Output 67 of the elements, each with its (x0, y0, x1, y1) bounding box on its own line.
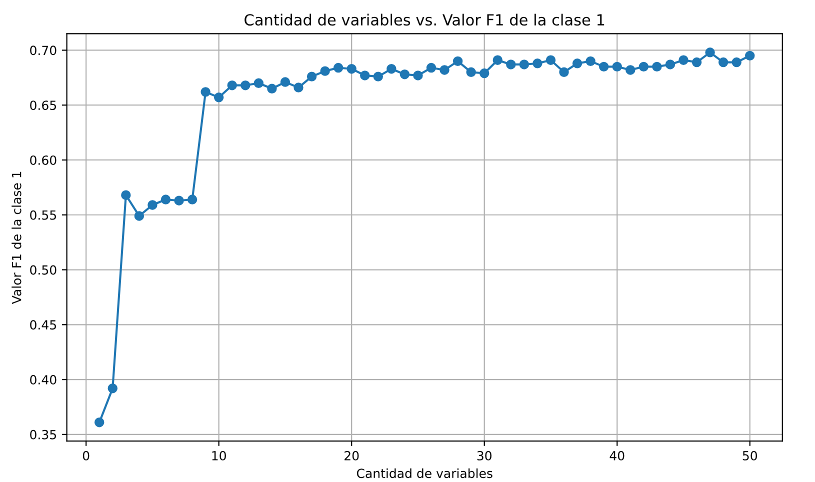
x-tick-label: 20 (344, 450, 359, 460)
point (214, 92, 224, 102)
point (148, 200, 158, 210)
y-tick-label: 0.55 (30, 210, 56, 220)
point (692, 57, 702, 68)
point (559, 67, 569, 78)
x-tick-label: 10 (212, 450, 226, 460)
point (638, 62, 649, 72)
point (519, 60, 530, 70)
y-tick-label: 0.45 (30, 320, 56, 330)
point (413, 70, 423, 80)
point (160, 194, 171, 204)
point (652, 62, 662, 72)
y-tick-label: 0.40 (30, 375, 56, 384)
point (452, 56, 463, 66)
point (386, 64, 396, 74)
point (373, 72, 384, 82)
x-tick-label: 50 (742, 450, 757, 460)
point (745, 50, 755, 61)
y-axis-title: Valor F1 de la clase 1 (12, 172, 22, 304)
point (94, 418, 104, 428)
point (333, 62, 344, 73)
point (174, 196, 184, 206)
point (187, 194, 198, 204)
point (294, 82, 304, 92)
point (400, 69, 410, 80)
point (732, 57, 742, 68)
chart-title: Cantidad de variables vs. Valor F1 de la clase 1 (244, 14, 604, 26)
point (280, 77, 290, 87)
point (705, 48, 715, 58)
point (466, 67, 476, 78)
point (134, 211, 144, 221)
point (306, 72, 317, 82)
y-tick-label: 0.35 (30, 430, 56, 440)
y-tick-label: 0.60 (30, 155, 56, 165)
point (227, 80, 237, 90)
point (440, 65, 450, 75)
y-tick-label: 0.65 (30, 100, 56, 110)
point (586, 56, 596, 66)
point (426, 62, 436, 73)
point (254, 78, 264, 88)
point (121, 190, 131, 200)
point (718, 57, 728, 68)
point (546, 55, 556, 65)
point (492, 55, 502, 65)
point (665, 60, 676, 70)
point (360, 70, 370, 80)
point (240, 80, 250, 90)
point (200, 87, 210, 97)
x-tick-label: 0 (82, 450, 90, 460)
point (612, 62, 622, 72)
point (626, 65, 636, 75)
point (346, 64, 356, 74)
y-tick-label: 0.50 (30, 265, 56, 275)
x-tick-label: 30 (477, 450, 492, 460)
point (598, 62, 609, 72)
point (506, 60, 516, 70)
point (532, 58, 542, 68)
point (320, 66, 330, 76)
x-axis-title: Cantidad de variables (356, 468, 492, 478)
point (479, 68, 490, 78)
x-tick-label: 40 (610, 450, 624, 460)
point (267, 84, 277, 94)
point (678, 55, 688, 65)
point (108, 383, 118, 394)
y-tick-label: 0.70 (30, 46, 56, 56)
point (572, 58, 582, 68)
